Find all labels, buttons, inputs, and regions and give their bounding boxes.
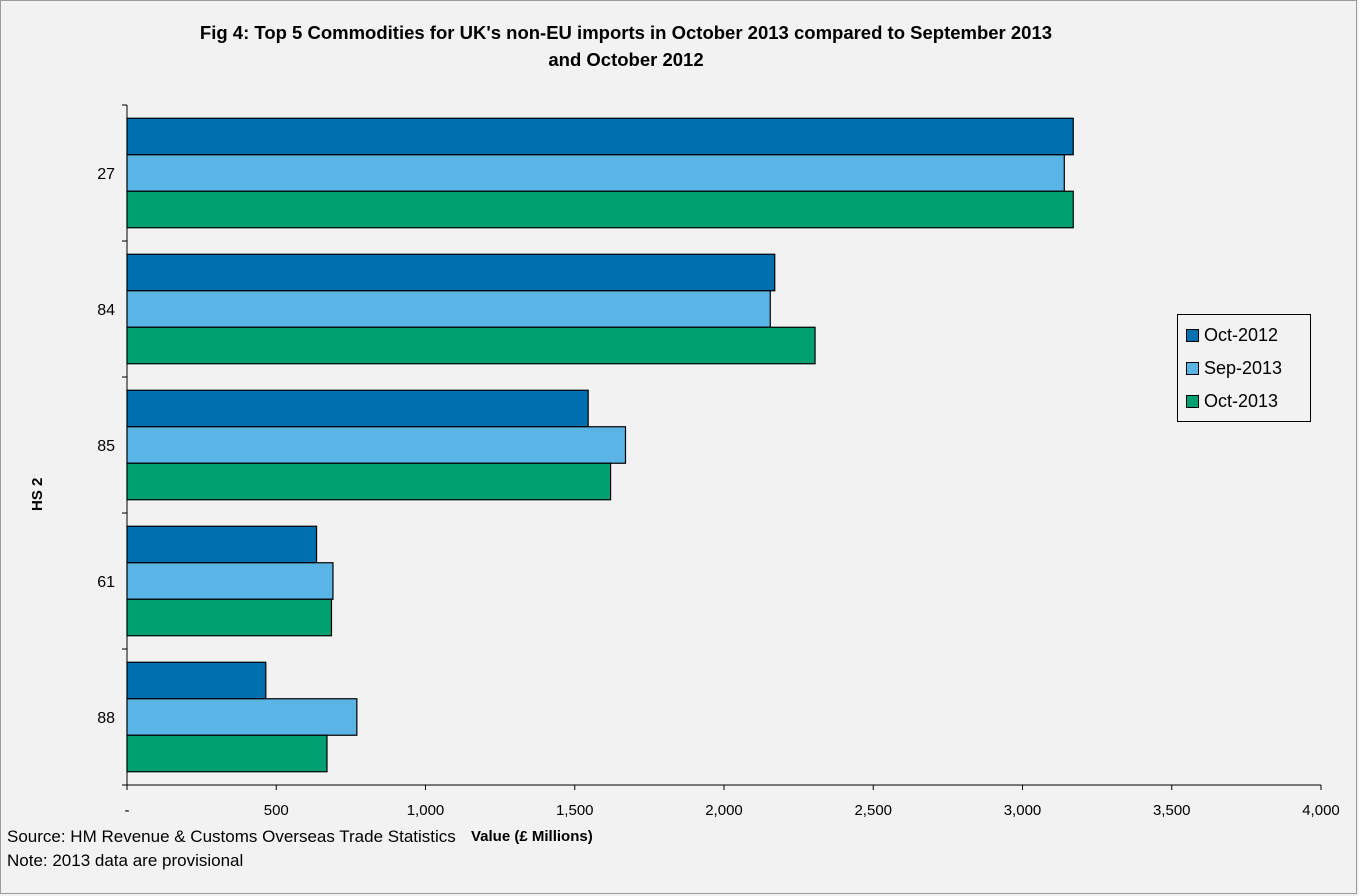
y-tick-label-88: 88 [97, 710, 115, 727]
x-tick-label: - [125, 802, 130, 819]
bar-27-oct-2013 [126, 190, 1074, 229]
legend-swatch-oct-2012 [1186, 329, 1199, 342]
y-tick-label-84: 84 [97, 302, 115, 319]
bar-61-oct-2013 [126, 598, 333, 637]
x-tick-label: 2,500 [854, 802, 892, 819]
bar-27-oct-2012 [126, 117, 1074, 156]
chart-legend: Oct-2012 Sep-2013 Oct-2013 [1177, 314, 1311, 422]
bar-84-oct-2012 [126, 253, 776, 292]
chart-title-line-2: and October 2012 [548, 49, 704, 70]
legend-label-oct-2012: Oct-2012 [1204, 325, 1279, 345]
y-tick-label-85: 85 [97, 438, 115, 455]
legend-swatch-sep-2013 [1186, 362, 1199, 375]
bar-88-sep-2013 [126, 698, 358, 736]
x-tick-label: 3,500 [1153, 802, 1191, 819]
y-tick-label-27: 27 [97, 166, 115, 183]
chart-title: Fig 4: Top 5 Commodities for UK's non-EU… [61, 19, 1191, 73]
bar-61-oct-2012 [126, 525, 318, 564]
legend-swatch-oct-2013 [1186, 395, 1199, 408]
x-tick-label: 4,000 [1302, 802, 1340, 819]
chart-title-line-1: Fig 4: Top 5 Commodities for UK's non-EU… [199, 22, 1053, 43]
source-text: Source: HM Revenue & Customs Overseas Tr… [7, 827, 456, 846]
bar-85-oct-2012 [126, 389, 589, 428]
x-tick-label: 1,000 [407, 802, 445, 819]
bar-85-oct-2013 [126, 462, 612, 501]
bar-88-oct-2012 [126, 661, 267, 700]
legend-label-oct-2013: Oct-2013 [1204, 391, 1279, 411]
bar-61-sep-2013 [126, 562, 334, 600]
legend-label-sep-2013: Sep-2013 [1204, 358, 1283, 378]
y-tick-label-61: 61 [97, 574, 115, 591]
bar-27-sep-2013 [126, 154, 1065, 192]
legend-item-oct-2013: Oct-2013 [1178, 385, 1310, 418]
x-axis-label: Value (£ Millions) [471, 828, 593, 845]
bar-88-oct-2013 [126, 734, 328, 773]
x-tick-label: 500 [264, 802, 289, 819]
bar-85-sep-2013 [126, 426, 627, 464]
bar-84-sep-2013 [126, 290, 771, 328]
y-axis-label: HS 2 [29, 477, 46, 511]
legend-item-sep-2013: Sep-2013 [1178, 352, 1310, 385]
x-tick-label: 2,000 [705, 802, 743, 819]
note-text: Note: 2013 data are provisional [7, 851, 244, 870]
x-tick-label: 3,000 [1004, 802, 1042, 819]
bar-84-oct-2013 [126, 326, 816, 365]
legend-item-oct-2012: Oct-2012 [1178, 319, 1310, 352]
x-tick-label: 1,500 [556, 802, 594, 819]
